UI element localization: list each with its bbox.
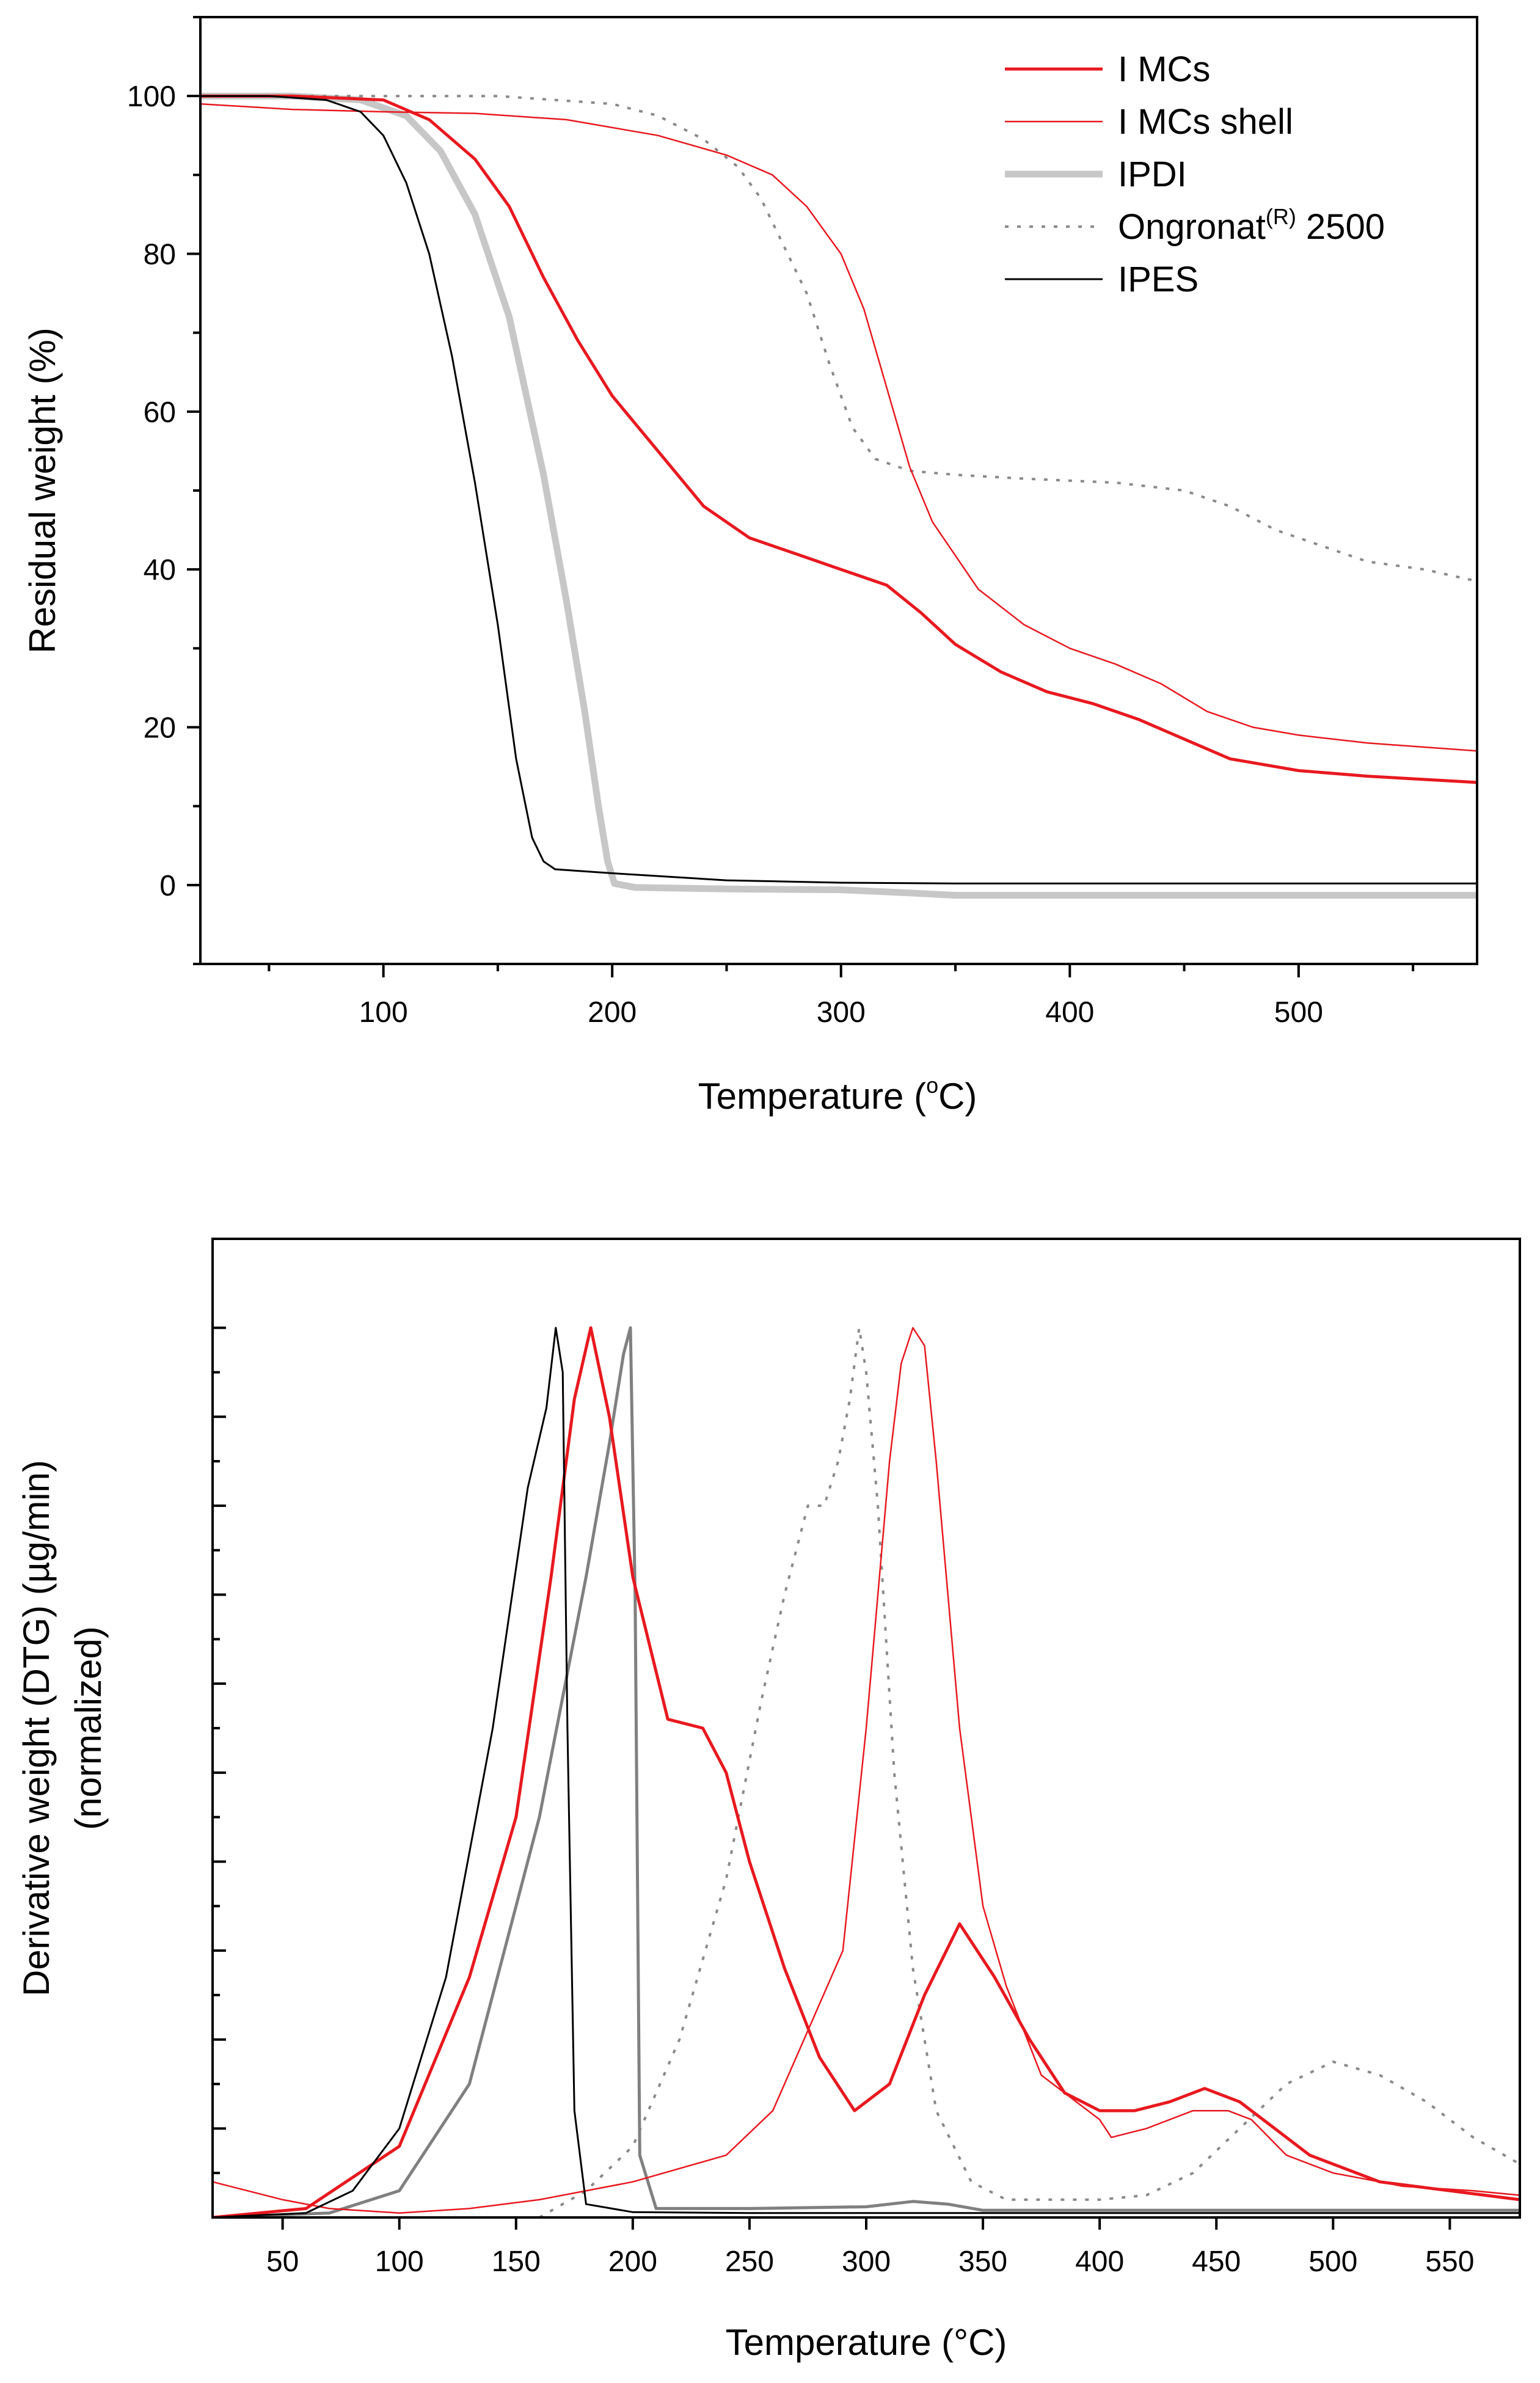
tga-x-axis-title-unit: C): [938, 1076, 977, 1117]
tga-x-axis-title: Temperature (oC): [698, 1073, 977, 1117]
dtg-x-tick-label: 400: [1075, 2246, 1124, 2278]
dtg-y-axis-title-line2: (normalized): [68, 1626, 109, 1830]
tga-plot-frame: [199, 16, 1478, 965]
tga-x-tick-label: 200: [588, 996, 637, 1029]
tga-series-group: [200, 92, 1477, 899]
tga-series-ongronat-2500: [200, 95, 1477, 583]
tga-x-tick-label: 100: [359, 996, 408, 1029]
tga-y-tick-label: 20: [144, 712, 176, 745]
dtg-series-ipes: [213, 1327, 1520, 2217]
tga-legend: I MCs I MCs shell IPDI Ongronat(R) 2500 IPES: [1005, 49, 1385, 299]
dtg-series-group: [213, 1326, 1520, 2217]
tga-chart: 100 200 300 400 500 0 20 40 60 80 100 Temperature…: [22, 16, 1478, 1117]
tga-y-tick-label: 100: [127, 81, 176, 113]
tga-x-tick-label: 300: [817, 996, 866, 1029]
dtg-series-ongronat-2500: [539, 1326, 1520, 2217]
dtg-x-axis-title: Temperature (°C): [726, 2322, 1007, 2363]
dtg-chart: 50 100 150 200 250 300 350 400 450 500 550 Tempera…: [16, 1238, 1521, 2363]
dtg-x-tick-label: 100: [375, 2246, 424, 2278]
dtg-x-axis: 50 100 150 200 250 300 350 400 450 500 550: [266, 2217, 1474, 2278]
dtg-x-tick-label: 200: [608, 2246, 657, 2278]
legend-label-ipdi: IPDI: [1118, 155, 1187, 194]
tga-series-ipdi: [200, 92, 1477, 899]
dtg-series-ipdi: [213, 1326, 1520, 2217]
tga-series-ipes: [200, 95, 1477, 885]
dtg-y-axis: [213, 1326, 226, 2175]
legend-label-i-mcs: I MCs: [1118, 49, 1210, 89]
dtg-x-tick-label: 50: [266, 2246, 299, 2278]
tga-x-axis: 100 200 300 400 500: [268, 964, 1415, 1029]
tga-series-i-mcs-shell: [200, 103, 1477, 752]
dtg-series-i-mcs-shell: [213, 1327, 1520, 2214]
dtg-series-i-mcs: [213, 1326, 1520, 2217]
tga-x-axis-title-text: Temperature (: [698, 1076, 926, 1117]
legend-label-ongronat: Ongronat(R) 2500: [1118, 204, 1385, 247]
tga-y-tick-label: 0: [159, 870, 176, 902]
dtg-y-axis-title-line1: Derivative weight (DTG) (µg/min): [16, 1460, 57, 1996]
legend-label-i-mcs-shell: I MCs shell: [1118, 102, 1293, 142]
dtg-x-tick-label: 350: [958, 2246, 1007, 2278]
legend-label-ipes: IPES: [1118, 260, 1199, 299]
dtg-x-tick-label: 250: [725, 2246, 774, 2278]
tga-y-tick-label: 60: [144, 396, 176, 429]
tga-y-tick-label: 40: [144, 554, 176, 586]
tga-x-tick-label: 400: [1045, 996, 1094, 1029]
dtg-x-tick-label: 450: [1192, 2246, 1241, 2278]
tga-x-tick-label: 500: [1274, 996, 1323, 1029]
tga-y-axis: 0 20 40 60 80 100: [127, 16, 200, 965]
dtg-x-tick-label: 150: [492, 2246, 541, 2278]
tga-y-tick-label: 80: [144, 239, 176, 271]
tga-series-i-mcs: [200, 94, 1477, 784]
dtg-x-tick-label: 550: [1425, 2246, 1474, 2278]
tga-y-axis-title: Residual weight (%): [22, 327, 63, 654]
dtg-x-tick-label: 300: [842, 2246, 891, 2278]
dtg-x-tick-label: 500: [1308, 2246, 1357, 2278]
tga-x-axis-title-degree: o: [926, 1073, 938, 1098]
